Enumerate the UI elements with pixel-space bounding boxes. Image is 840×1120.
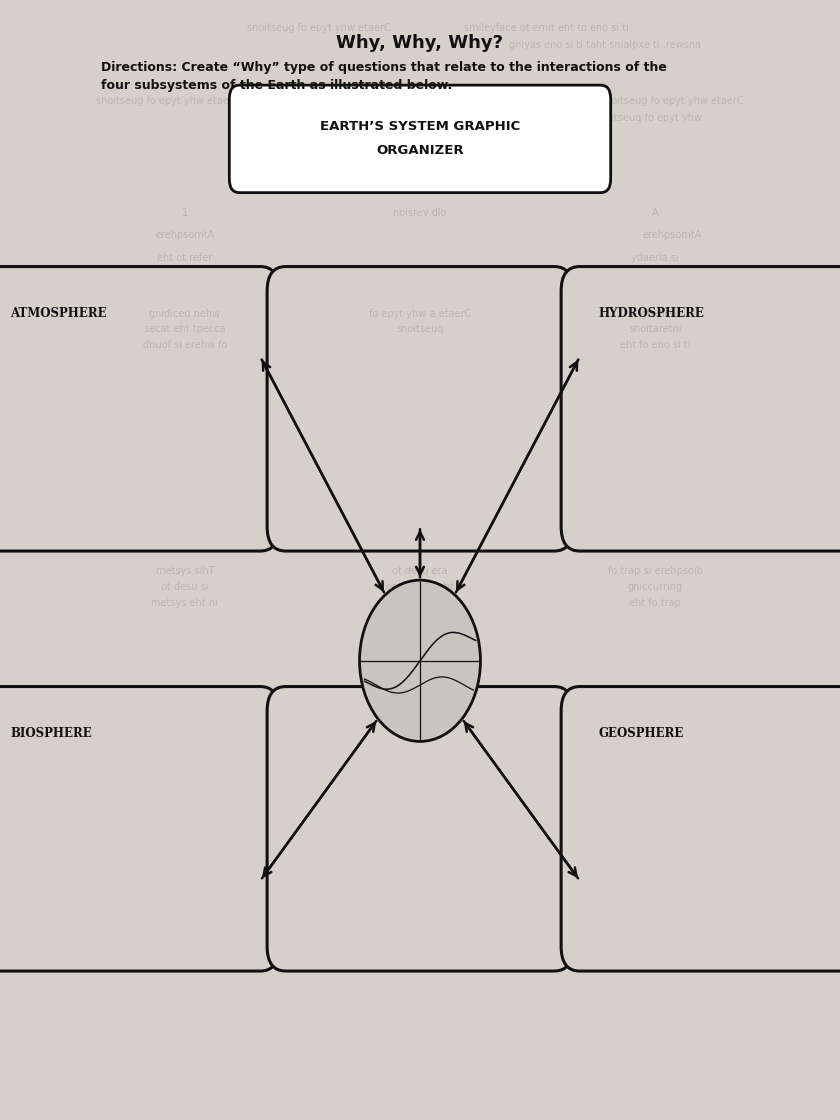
Text: BIOSPHERE: BIOSPHERE: [10, 727, 92, 740]
Text: fo trap si erehpsoib: fo trap si erehpsoib: [608, 567, 702, 576]
Text: A .gnidiced: A .gnidiced: [628, 309, 682, 318]
Text: secat eht tpecca: secat eht tpecca: [144, 325, 226, 334]
FancyBboxPatch shape: [0, 267, 279, 551]
Text: fo trap: fo trap: [639, 276, 671, 284]
FancyBboxPatch shape: [561, 267, 840, 551]
Text: GEOSPHERE: GEOSPHERE: [598, 727, 684, 740]
Text: ydaerla si: ydaerla si: [632, 253, 679, 262]
Text: Directions: Create “Why” type of questions that relate to the interactions of th: Directions: Create “Why” type of questio…: [101, 60, 667, 74]
Text: erehpsomtA: erehpsomtA: [155, 231, 214, 240]
Text: ot desu era: ot desu era: [392, 567, 448, 576]
Text: ot desu si: ot desu si: [161, 582, 208, 591]
Text: ORGANIZER: ORGANIZER: [376, 143, 464, 157]
Text: snoitseug fo epyt yhw etaerC: snoitseug fo epyt yhw etaerC: [97, 96, 239, 105]
FancyBboxPatch shape: [0, 687, 279, 971]
Text: gniyas eno si ti taht snialpxe ti ,rewsna: gniyas eno si ti taht snialpxe ti ,rewsn…: [509, 40, 701, 49]
Text: smileyface ot emit eht to eno si ti: smileyface ot emit eht to eno si ti: [464, 24, 628, 32]
Text: gnidiced nehw: gnidiced nehw: [150, 309, 220, 318]
Text: EARTH’S SYSTEM GRAPHIC: EARTH’S SYSTEM GRAPHIC: [320, 120, 520, 133]
Text: noisrev dlo: noisrev dlo: [393, 208, 447, 217]
Text: eht ot etaler taht snoitseuq fo epyt yhw: eht ot etaler taht snoitseuq fo epyt yhw: [507, 113, 702, 122]
Text: erehpsomtA: erehpsomtA: [643, 231, 701, 240]
Text: eht fo trap: eht fo trap: [629, 598, 681, 607]
Text: snoitseug fo epyt yhw etaerC: snoitseug fo epyt yhw etaerC: [601, 96, 743, 105]
Text: gniccurring: gniccurring: [627, 582, 683, 591]
Circle shape: [360, 580, 480, 741]
FancyBboxPatch shape: [267, 267, 573, 551]
Text: ATMOSPHERE: ATMOSPHERE: [10, 307, 107, 320]
Text: four subsystems of the Earth as illustrated below.: four subsystems of the Earth as illustra…: [101, 78, 452, 92]
Text: Why, Why, Why?: Why, Why, Why?: [337, 34, 503, 52]
Text: dnuof si erehw fo: dnuof si erehw fo: [143, 340, 227, 349]
Text: erehpsoib eht: erehpsoib eht: [386, 582, 454, 591]
Text: metsys eht ni: metsys eht ni: [151, 598, 218, 607]
Text: snoitseuq: snoitseuq: [396, 325, 444, 334]
Text: snoitseug fo epyt yhw etaerC: snoitseug fo epyt yhw etaerC: [248, 24, 391, 32]
Text: snoitaretni: snoitaretni: [629, 325, 681, 334]
Text: eht ot refer: eht ot refer: [157, 253, 213, 262]
Text: ni metsys eht: ni metsys eht: [386, 598, 454, 607]
Text: metsys sihT: metsys sihT: [155, 567, 214, 576]
FancyBboxPatch shape: [229, 85, 611, 193]
FancyBboxPatch shape: [267, 687, 573, 971]
Text: 1: 1: [181, 208, 188, 217]
Text: A: A: [652, 208, 659, 217]
Text: HYDROSPHERE: HYDROSPHERE: [598, 307, 704, 320]
Text: fo epyt yhw a etaerC: fo epyt yhw a etaerC: [369, 309, 471, 318]
Text: eht fo eno si ti: eht fo eno si ti: [620, 340, 690, 349]
FancyBboxPatch shape: [561, 687, 840, 971]
